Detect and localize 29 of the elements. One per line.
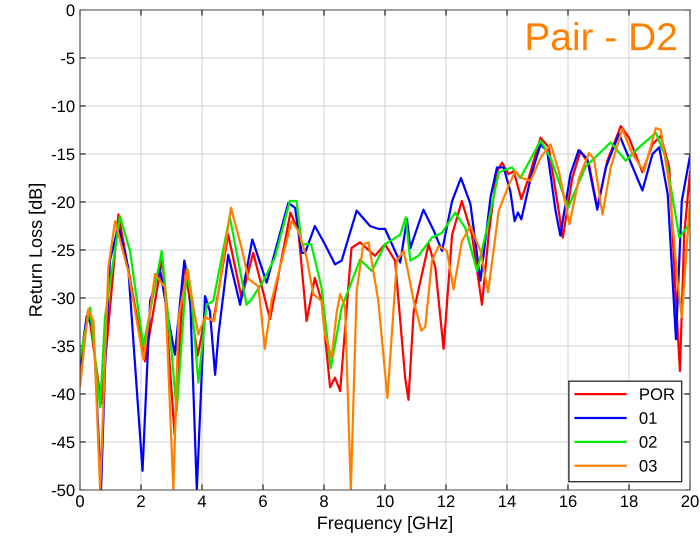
- x-tick-label: 14: [499, 495, 516, 507]
- x-tick-label: 2: [137, 495, 145, 507]
- x-tick-label: 10: [377, 495, 394, 508]
- y-tick-label: -15: [52, 148, 74, 160]
- x-tick-label: 8: [320, 495, 328, 508]
- y-tick-label: -30: [52, 292, 74, 304]
- y-axis-title: Return Loss [dB]: [28, 184, 46, 316]
- legend-label: POR: [640, 388, 674, 400]
- y-tick-label: -40: [52, 388, 74, 400]
- x-tick-label: 20: [682, 495, 699, 508]
- x-tick-label: 6: [259, 495, 267, 508]
- y-tick-label: -50: [52, 484, 74, 496]
- y-tick-label: 0: [66, 4, 74, 16]
- y-tick-label: -45: [52, 436, 74, 448]
- y-tick-label: -25: [52, 244, 74, 256]
- y-tick-label: -35: [52, 340, 74, 352]
- x-tick-label: 18: [621, 495, 638, 508]
- x-tick-label: 16: [560, 495, 577, 508]
- legend-label: 01: [640, 412, 657, 424]
- y-tick-label: -10: [52, 100, 74, 112]
- legend-label: 02: [640, 436, 657, 448]
- x-tick-label: 4: [198, 495, 206, 507]
- y-tick-label: -20: [52, 196, 74, 208]
- x-tick-label: 0: [76, 495, 84, 508]
- annotation: Pair - D2: [528, 22, 676, 51]
- y-tick-label: -5: [61, 52, 74, 64]
- legend-label: 03: [640, 460, 657, 472]
- x-tick-label: 12: [438, 495, 454, 507]
- x-axis-title: Frequency [GHz]: [318, 516, 452, 533]
